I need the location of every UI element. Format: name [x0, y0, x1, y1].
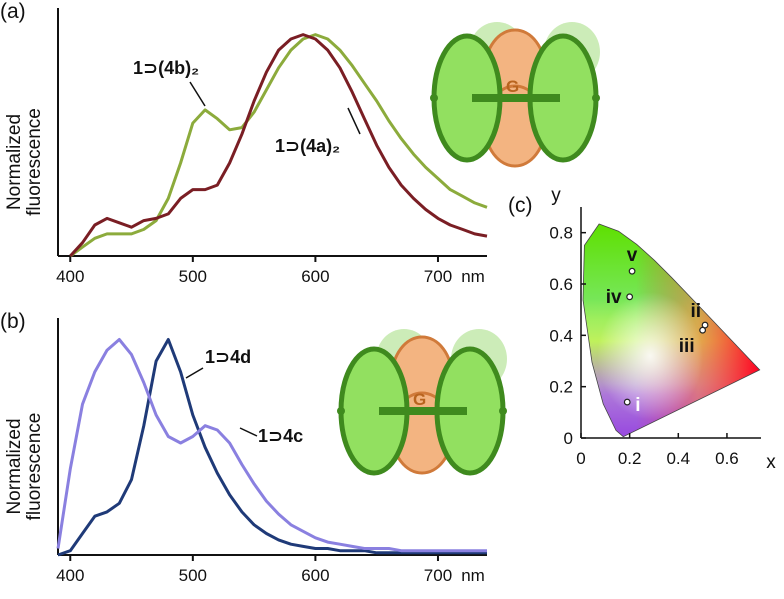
- panel-label: (c): [508, 194, 533, 217]
- panel-label: (b): [0, 310, 26, 333]
- point-label: v: [627, 245, 638, 266]
- x-tick-label: 600: [301, 566, 329, 585]
- y-axis-label: fluorescence: [24, 413, 45, 521]
- x-tick-label: 500: [179, 267, 207, 286]
- series-label: 1⊃4c: [258, 426, 303, 446]
- series-label: 1⊃(4b)₂: [133, 58, 199, 78]
- series-line: [57, 338, 487, 557]
- y-tick-label: 0.6: [549, 275, 573, 294]
- x-tick-label: 700: [424, 267, 452, 286]
- cie-gamut: [582, 223, 761, 438]
- linker-end: [337, 407, 345, 415]
- linker-end: [499, 407, 507, 415]
- leader-line: [189, 81, 206, 107]
- point-label: ii: [690, 301, 701, 322]
- data-point: [626, 293, 634, 301]
- series-label: 1⊃(4a)₂: [275, 136, 340, 156]
- linker: [379, 407, 467, 415]
- molecule-inset: G: [337, 329, 507, 476]
- x-tick-label: 0.2: [618, 449, 642, 468]
- leader-line: [239, 427, 258, 437]
- linker-end: [592, 94, 600, 102]
- y-axis-label: fluorescence: [24, 108, 45, 216]
- x-axis-label: nm: [461, 267, 485, 286]
- point-label: i: [635, 395, 640, 416]
- y-tick-label: 0.8: [549, 224, 573, 243]
- x-tick-label: 0: [576, 449, 585, 468]
- series-line: [56, 338, 487, 553]
- y-tick-label: 0.4: [549, 326, 573, 345]
- guest-label: G: [413, 390, 426, 409]
- gamut-fill: [583, 224, 760, 437]
- series-line: [69, 33, 488, 258]
- y-axis-label: y: [551, 185, 561, 206]
- x-tick-label: 500: [179, 566, 207, 585]
- series-line: [69, 33, 488, 258]
- x-tick-label: 400: [56, 267, 84, 286]
- x-tick-label: 0.6: [715, 449, 739, 468]
- linker: [472, 94, 560, 102]
- point-label: iv: [606, 287, 622, 308]
- gamut-outline: [582, 223, 761, 438]
- leader-line: [185, 367, 204, 379]
- data-point: [628, 267, 636, 275]
- y-tick-label: 0.2: [549, 378, 573, 397]
- x-tick-label: 400: [56, 566, 84, 585]
- guest-label: G: [506, 77, 519, 96]
- x-axis-label: x: [766, 452, 776, 473]
- x-axis-label: nm: [461, 566, 485, 585]
- y-axis-label: Normalized: [4, 418, 25, 514]
- series-label: 1⊃4d: [205, 347, 251, 367]
- x-tick-label: 0.4: [666, 449, 690, 468]
- y-tick-label: 0: [564, 429, 573, 448]
- panel-label: (a): [0, 0, 26, 23]
- linker-end: [430, 94, 438, 102]
- point-label: iii: [679, 336, 695, 357]
- x-tick-label: 700: [424, 566, 452, 585]
- y-axis-label: Normalized: [4, 114, 25, 210]
- leader-line: [347, 107, 361, 135]
- data-point: [699, 326, 707, 334]
- data-point: [623, 398, 631, 406]
- x-tick-label: 600: [301, 267, 329, 286]
- molecule-inset: G: [430, 22, 600, 168]
